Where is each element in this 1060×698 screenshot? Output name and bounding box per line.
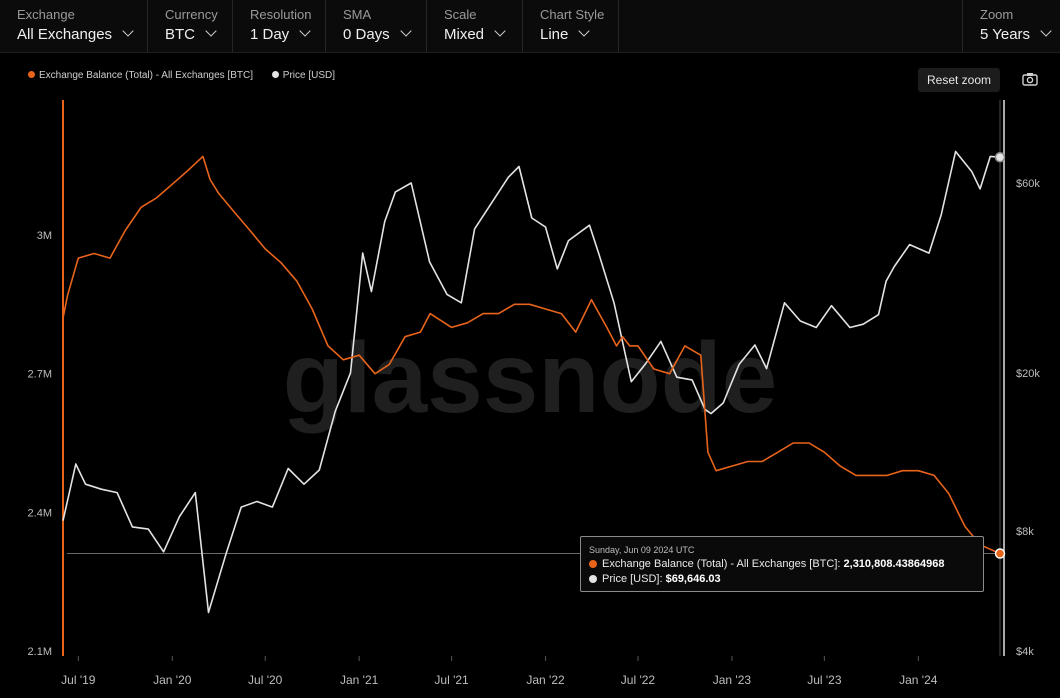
right-tick-label: $4k — [1016, 646, 1034, 658]
chevron-down-icon — [494, 25, 506, 37]
tooltip-balance-dot — [589, 560, 597, 568]
x-tick-label: Jan '21 — [340, 673, 379, 687]
chevron-down-icon — [205, 25, 217, 37]
exchange-value: All Exchanges — [17, 26, 113, 43]
tooltip-price-dot — [589, 575, 597, 583]
currency-select[interactable]: Currency BTC — [148, 0, 233, 52]
resolution-select[interactable]: Resolution 1 Day — [233, 0, 326, 52]
x-tick-label: Jul '23 — [807, 673, 842, 687]
legend-price-label: Price [USD] — [282, 70, 336, 81]
zoom-label: Zoom — [980, 7, 1014, 22]
price-legend-dot — [271, 71, 279, 78]
currency-value: BTC — [165, 26, 195, 43]
chart-style-value: Line — [540, 26, 569, 43]
tooltip-balance-label: Exchange Balance (Total) - All Exchanges… — [602, 558, 841, 570]
legend-item-price[interactable]: Price [USD] — [271, 70, 336, 81]
x-tick-label: Jul '20 — [248, 673, 283, 687]
exchange-select[interactable]: Exchange All Exchanges — [0, 0, 148, 52]
tooltip-balance-value: 2,310,808.43864968 — [843, 558, 945, 570]
tooltip-price-value: $69,646.03 — [665, 573, 721, 585]
resolution-label: Resolution — [250, 7, 312, 22]
chart-legend: Exchange Balance (Total) - All Exchanges… — [28, 70, 351, 81]
left-tick-label: 2.7M — [28, 369, 52, 381]
chart-style-select[interactable]: Chart Style Line — [523, 0, 619, 52]
right-tick-label: $20k — [1016, 368, 1040, 380]
sma-label: SMA — [343, 7, 372, 22]
zoom-select[interactable]: Zoom 5 Years — [962, 0, 1060, 52]
x-tick-label: Jan '24 — [899, 673, 938, 687]
x-tick-label: Jul '21 — [434, 673, 469, 687]
balance-hover-point — [994, 548, 1006, 559]
chevron-down-icon — [578, 25, 591, 37]
left-tick-label: 3M — [37, 230, 52, 242]
scale-value: Mixed — [444, 26, 485, 43]
tooltip-price-row: Price [USD]: $69,646.03 — [589, 573, 983, 585]
currency-label: Currency — [165, 7, 218, 22]
zoom-value: 5 Years — [980, 26, 1031, 43]
resolution-value: 1 Day — [250, 26, 290, 43]
right-tick-label: $8k — [1016, 526, 1034, 538]
x-tick-label: Jan '22 — [526, 673, 565, 687]
sma-select[interactable]: SMA 0 Days — [326, 0, 427, 52]
tooltip-date: Sunday, Jun 09 2024 UTC — [589, 545, 695, 555]
balance-legend-dot — [28, 71, 35, 78]
chevron-down-icon — [122, 25, 134, 37]
x-tick-label: Jul '19 — [61, 673, 96, 687]
balance-series-line — [62, 155, 1001, 555]
left-tick-label: 2.1M — [28, 646, 52, 658]
legend-balance-label: Exchange Balance (Total) - All Exchanges… — [39, 70, 253, 81]
chevron-down-icon — [1040, 25, 1052, 37]
chevron-down-icon — [400, 25, 412, 37]
toolbar: Exchange All Exchanges Currency BTC Reso… — [0, 0, 1060, 53]
x-tick-label: Jul '22 — [621, 673, 656, 687]
scale-select[interactable]: Scale Mixed — [427, 0, 523, 52]
exchange-label: Exchange — [17, 7, 75, 22]
chevron-down-icon — [299, 25, 311, 37]
tooltip-price-label: Price [USD]: — [602, 573, 663, 585]
left-tick-label: 2.4M — [28, 507, 52, 519]
legend-item-balance[interactable]: Exchange Balance (Total) - All Exchanges… — [28, 70, 253, 81]
scale-label: Scale — [444, 7, 477, 22]
camera-icon[interactable] — [1022, 72, 1038, 91]
reset-zoom-button[interactable]: Reset zoom — [918, 68, 1000, 92]
x-tick-label: Jan '23 — [713, 673, 752, 687]
price-hover-point — [994, 151, 1006, 163]
watermark: glassnode — [283, 322, 778, 434]
sma-value: 0 Days — [343, 26, 390, 43]
chart-style-label: Chart Style — [540, 7, 605, 22]
x-tick-label: Jan '20 — [153, 673, 192, 687]
right-tick-label: $60k — [1016, 178, 1040, 190]
tooltip: Sunday, Jun 09 2024 UTC Exchange Balance… — [580, 536, 984, 592]
tooltip-balance-row: Exchange Balance (Total) - All Exchanges… — [589, 558, 983, 570]
